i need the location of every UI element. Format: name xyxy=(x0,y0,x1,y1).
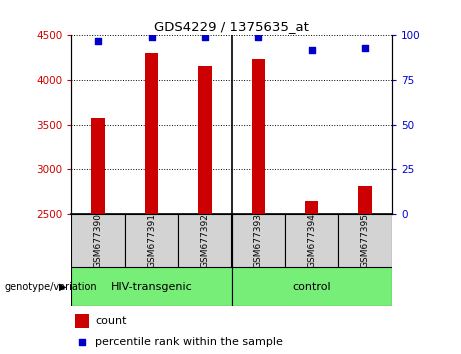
Bar xyxy=(125,214,178,267)
Bar xyxy=(252,59,265,214)
Text: GSM677390: GSM677390 xyxy=(94,213,103,268)
Text: GSM677391: GSM677391 xyxy=(147,213,156,268)
Point xyxy=(95,38,102,44)
Text: HIV-transgenic: HIV-transgenic xyxy=(111,282,192,292)
Point xyxy=(308,47,315,52)
Point xyxy=(78,339,86,344)
Text: genotype/variation: genotype/variation xyxy=(5,282,97,292)
Bar xyxy=(198,66,212,214)
Text: GSM677395: GSM677395 xyxy=(361,213,370,268)
Bar xyxy=(75,314,89,328)
Text: ▶: ▶ xyxy=(59,282,66,292)
Text: percentile rank within the sample: percentile rank within the sample xyxy=(95,337,284,347)
Bar xyxy=(338,214,392,267)
Bar xyxy=(145,53,158,214)
Bar xyxy=(71,214,125,267)
Text: GSM677392: GSM677392 xyxy=(201,213,209,268)
Point xyxy=(201,34,209,40)
Point xyxy=(361,45,369,51)
Point xyxy=(148,34,155,40)
Title: GDS4229 / 1375635_at: GDS4229 / 1375635_at xyxy=(154,20,309,33)
Bar xyxy=(305,201,319,214)
Bar xyxy=(359,185,372,214)
Point xyxy=(254,34,262,40)
Bar xyxy=(178,214,231,267)
Bar xyxy=(231,214,285,267)
Text: GSM677393: GSM677393 xyxy=(254,213,263,268)
Bar xyxy=(231,267,392,306)
Text: count: count xyxy=(95,316,127,326)
Bar xyxy=(71,267,231,306)
Text: GSM677394: GSM677394 xyxy=(307,213,316,268)
Bar xyxy=(285,214,338,267)
Text: control: control xyxy=(292,282,331,292)
Bar xyxy=(91,118,105,214)
